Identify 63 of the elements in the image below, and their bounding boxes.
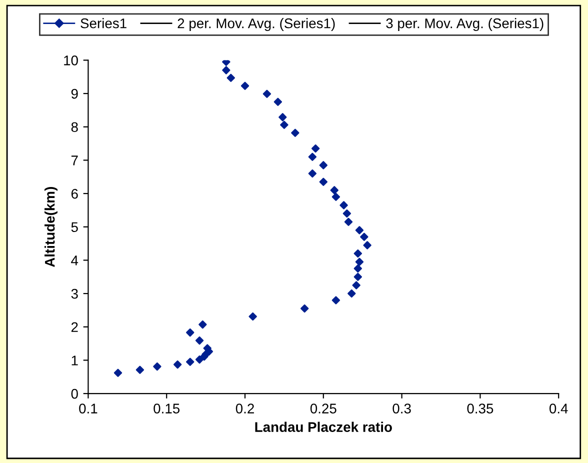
point bbox=[195, 355, 204, 364]
y-axis-title: Altitude(km) bbox=[44, 187, 58, 268]
point bbox=[354, 249, 362, 258]
point bbox=[195, 336, 204, 345]
point bbox=[222, 60, 230, 66]
point bbox=[300, 304, 309, 313]
point bbox=[291, 128, 300, 137]
point bbox=[186, 358, 194, 366]
y-tick-label: 1 bbox=[72, 356, 78, 366]
point bbox=[278, 113, 287, 122]
y-tick-label: 7 bbox=[71, 156, 78, 166]
point bbox=[114, 368, 122, 377]
point bbox=[173, 360, 182, 369]
point bbox=[352, 281, 360, 290]
point bbox=[330, 186, 338, 194]
point bbox=[274, 98, 282, 106]
point bbox=[355, 258, 364, 266]
point bbox=[348, 289, 356, 298]
point bbox=[360, 232, 368, 241]
point bbox=[308, 152, 317, 161]
x-tick-label: 0.2 bbox=[236, 404, 254, 414]
y-tick-label: 8 bbox=[71, 122, 78, 132]
x-tick-label: 0.1 bbox=[79, 404, 98, 414]
point bbox=[354, 272, 362, 281]
point bbox=[311, 144, 320, 153]
point bbox=[319, 161, 328, 170]
point bbox=[355, 226, 364, 234]
point bbox=[342, 209, 352, 218]
point bbox=[344, 218, 353, 226]
y-tick-label: 5 bbox=[71, 222, 78, 232]
point bbox=[363, 241, 372, 250]
y-tick-label: 2 bbox=[71, 322, 78, 332]
y-tick-label: 9 bbox=[71, 88, 78, 99]
y-tick-label: 10 bbox=[64, 56, 78, 66]
point bbox=[198, 320, 207, 329]
y-tick-label: 3 bbox=[71, 288, 78, 299]
point bbox=[340, 201, 348, 210]
legend-label: Series1 bbox=[80, 18, 126, 28]
x-tick-label: 0.25 bbox=[310, 404, 336, 414]
x-tick-label: 0.15 bbox=[154, 404, 180, 414]
x-tick-label: 0.35 bbox=[467, 404, 494, 414]
x-tick-label: 0.3 bbox=[392, 404, 411, 414]
y-tick-label: 4 bbox=[71, 256, 78, 266]
x-axis-title: Landau Placzek ratio bbox=[255, 422, 392, 432]
y-tick-label: 0 bbox=[71, 388, 78, 399]
point bbox=[308, 169, 317, 178]
point bbox=[262, 90, 272, 98]
point bbox=[332, 192, 340, 201]
point bbox=[280, 120, 288, 129]
point bbox=[240, 82, 250, 90]
point bbox=[354, 264, 362, 273]
point bbox=[319, 178, 328, 186]
point bbox=[153, 362, 162, 371]
legend-label: 3 per. Mov. Avg. (Series1) bbox=[386, 18, 544, 32]
legend-label: 2 per. Mov. Avg. (Series1) bbox=[178, 18, 335, 32]
x-tick-label: 0.4 bbox=[549, 404, 568, 414]
y-tick-label: 6 bbox=[71, 188, 78, 199]
point bbox=[332, 296, 340, 304]
point bbox=[222, 66, 230, 74]
point bbox=[226, 74, 235, 82]
point bbox=[186, 328, 194, 337]
point bbox=[136, 366, 144, 374]
point bbox=[248, 312, 257, 321]
